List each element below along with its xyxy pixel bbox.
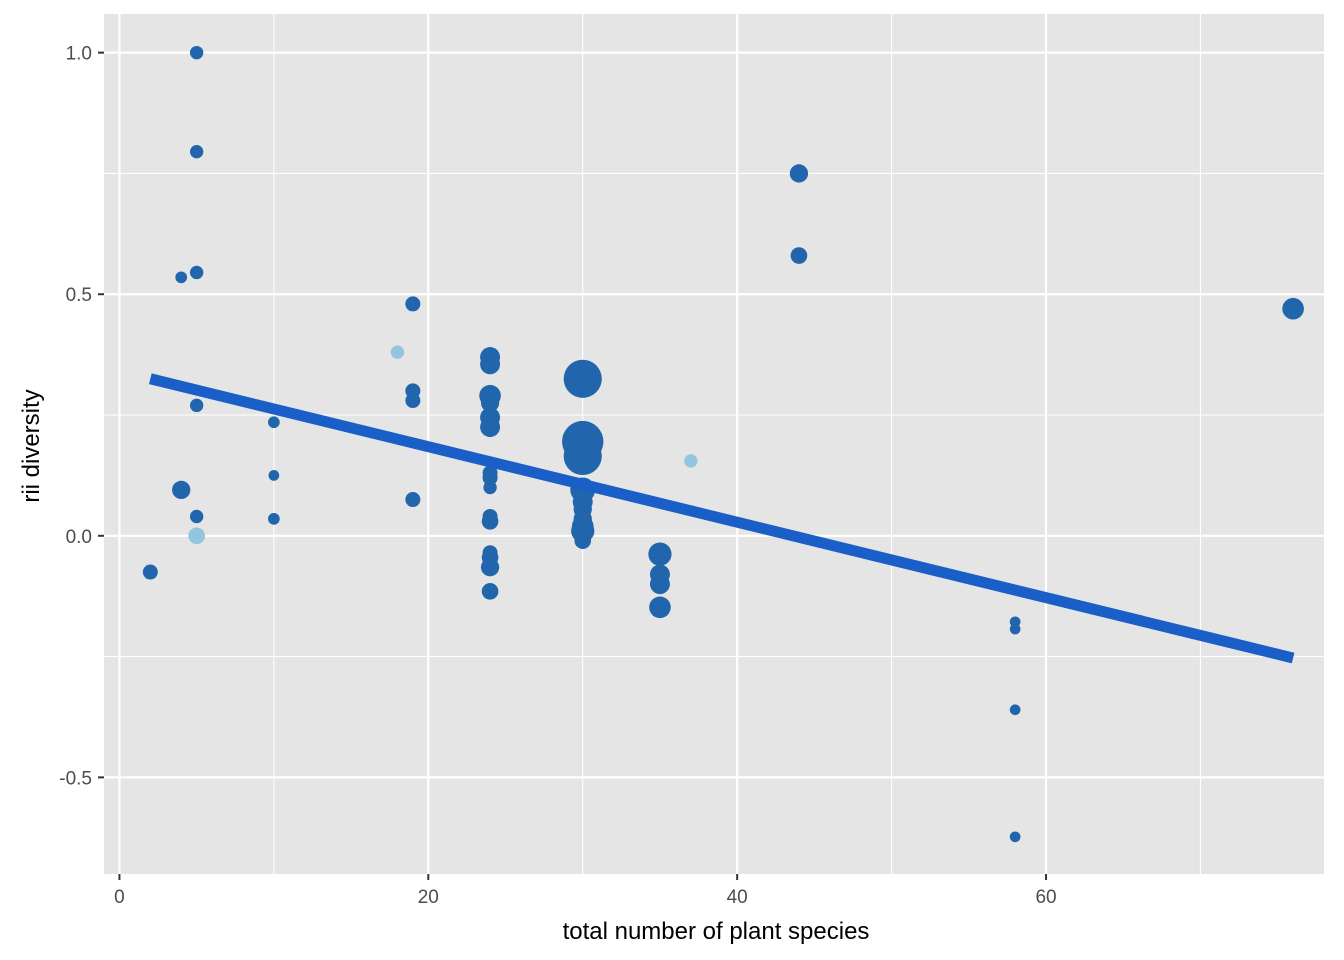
data-point (189, 398, 204, 413)
data-point (573, 509, 592, 529)
data-point (405, 492, 421, 508)
y-tick-label: 0.5 (66, 285, 92, 306)
data-point (480, 417, 501, 438)
data-point (482, 545, 498, 561)
data-point (789, 164, 809, 183)
data-point (648, 542, 672, 566)
data-point (790, 247, 808, 264)
data-point (563, 437, 602, 476)
data-point (481, 583, 499, 600)
data-point (189, 145, 204, 159)
data-point (483, 480, 497, 495)
x-axis-title: total number of plant species (563, 918, 870, 945)
y-tick-label: 0.0 (66, 527, 92, 548)
data-point (1009, 623, 1021, 635)
data-point (175, 271, 188, 284)
major-gridlines (104, 14, 1324, 874)
data-point (684, 454, 698, 468)
data-point (482, 508, 498, 524)
data-point (1282, 297, 1304, 320)
data-point (268, 513, 280, 525)
data-point (189, 509, 204, 524)
data-point (189, 265, 204, 280)
y-tick-label: 1.0 (66, 44, 92, 65)
data-point (574, 532, 592, 549)
data-point (405, 393, 421, 409)
data-point (1009, 704, 1021, 716)
data-point (268, 416, 280, 429)
x-tick-label: 60 (1035, 887, 1056, 908)
plot-panel (104, 14, 1324, 874)
data-point (649, 596, 671, 619)
data-point (480, 354, 501, 375)
data-point (142, 564, 158, 580)
data-point (480, 393, 500, 413)
data-point (268, 470, 280, 481)
data-point (649, 574, 670, 595)
y-tick-label: -0.5 (59, 768, 92, 789)
data-point (189, 45, 204, 60)
data-point (172, 480, 191, 500)
data-point (188, 527, 205, 545)
y-axis-title: rii diversity (18, 389, 45, 502)
data-point (563, 359, 602, 398)
data-points (142, 45, 1304, 843)
data-point (1009, 831, 1021, 843)
data-point (482, 470, 498, 486)
data-point (390, 345, 405, 359)
x-tick-label: 20 (418, 887, 439, 908)
y-axis: -0.5 0.0 0.5 1.0 (59, 44, 104, 789)
x-axis: 0 20 40 60 (114, 874, 1057, 908)
data-point (405, 296, 421, 312)
trend-line (149, 373, 1295, 664)
x-tick-label: 40 (727, 887, 748, 908)
x-tick-label: 0 (114, 887, 125, 908)
